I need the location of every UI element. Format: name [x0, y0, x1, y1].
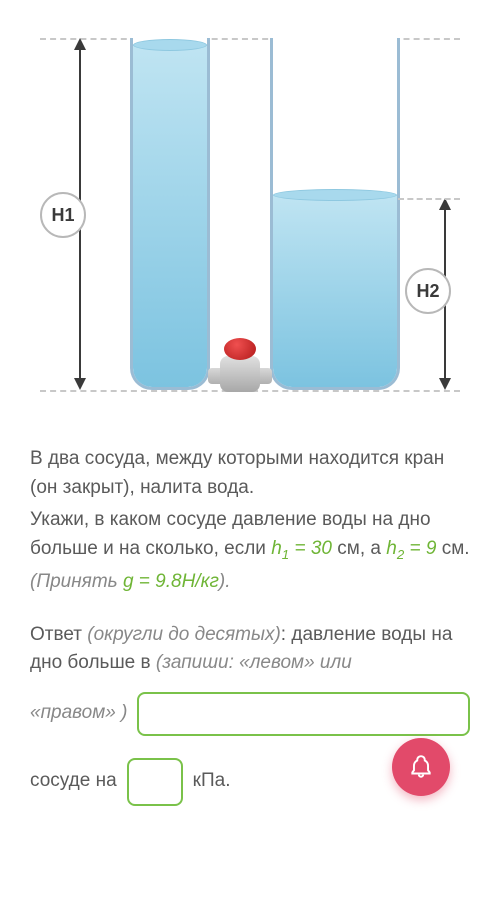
- h2-label: H2: [416, 278, 439, 305]
- notification-bell-button[interactable]: [392, 738, 450, 796]
- pressure-value-input[interactable]: [127, 758, 183, 806]
- h2-top-reference-line: [398, 198, 460, 200]
- g-expression: g = 9.8Н/кг: [123, 571, 219, 592]
- answer-row2-prefix: сосуде на: [30, 767, 117, 796]
- right-vessel: [270, 38, 400, 390]
- answer-hint: (округли до десятых): [82, 624, 281, 645]
- problem-line1: В два сосуда, между которыми находится к…: [30, 445, 470, 502]
- h1-label-circle: H1: [40, 192, 86, 238]
- problem-text: В два сосуда, между которыми находится к…: [30, 445, 470, 597]
- vessels-diagram: H1 H2: [40, 20, 460, 420]
- vessel-side-input[interactable]: [137, 692, 470, 736]
- valve-body: [220, 356, 260, 392]
- h1-variable: h1 = 30: [271, 538, 337, 559]
- left-vessel: [130, 38, 210, 390]
- answer-label: Ответ: [30, 624, 82, 645]
- right-vessel-water: [273, 195, 397, 387]
- h2-variable: h2 = 9: [386, 538, 442, 559]
- answer-row1-prefix: «правом» ): [30, 699, 127, 728]
- valve-handle: [224, 338, 256, 360]
- left-vessel-water: [133, 45, 207, 387]
- answer-hint2: (запиши: «левом» или: [156, 652, 352, 673]
- h1-label: H1: [51, 202, 74, 229]
- h2-label-circle: H2: [405, 268, 451, 314]
- bell-icon: [408, 754, 434, 780]
- g-constant-line: (Принять g = 9.8Н/кг).: [30, 568, 470, 597]
- answer-row2-suffix: кПа.: [193, 767, 231, 796]
- answer-row-1: «правом» ): [30, 692, 470, 736]
